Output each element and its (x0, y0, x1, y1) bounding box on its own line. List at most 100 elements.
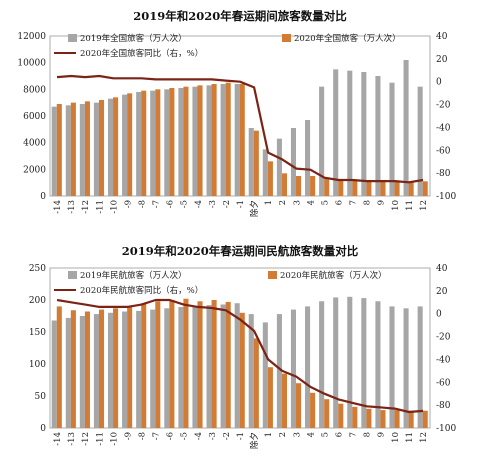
bar-2019 (150, 309, 156, 428)
legend-label-yoy: 2020年全国旅客同比（右，%） (80, 48, 203, 59)
bar-2019 (122, 94, 128, 196)
y-right-tick-label: 20 (436, 287, 448, 297)
y-left-tick-label: 150 (29, 328, 46, 338)
bar-2019 (389, 306, 395, 428)
bar-2019 (178, 307, 184, 428)
chart-panel-national: 2019年和2020年春运期间旅客数量对比 0 2000 4000 6000 8000 10… (0, 0, 480, 232)
bar-2020 (422, 181, 428, 196)
x-tick-label: -3 (208, 200, 218, 208)
bar-2020 (70, 310, 76, 428)
bar-2019 (107, 312, 114, 428)
bar-2020 (338, 403, 344, 428)
bar-2019 (290, 309, 297, 428)
bar-2020 (197, 85, 203, 196)
bar-2019 (389, 82, 395, 196)
bar-2019 (79, 316, 85, 428)
bar-2020 (310, 176, 316, 196)
y-right-tick-label: -60 (436, 378, 451, 388)
x-tick-label: 12 (419, 432, 429, 443)
x-tick-label: -10 (109, 200, 119, 214)
y-right-tick-label: 20 (436, 55, 448, 65)
yoy-line (56, 298, 424, 414)
y-left-tick-label: 0 (40, 424, 46, 434)
bar-2020 (127, 93, 133, 196)
bar-2019 (178, 88, 184, 196)
bar-2019 (136, 310, 142, 428)
x-tick-label: 2 (278, 432, 288, 437)
bar-2020 (394, 181, 400, 196)
bar-2020 (155, 301, 161, 428)
y-left-tick-label: 2000 (23, 165, 46, 175)
yoy-line (56, 74, 424, 184)
x-tick-label: -9 (123, 200, 133, 208)
bar-2019 (51, 106, 57, 196)
x-tick-label: 1 (264, 200, 274, 205)
chart-panel-aviation: 2019年和2020年春运期间民航旅客数量对比 0 50 100 150 200 250 -1… (0, 240, 480, 470)
bar-2019 (262, 149, 268, 196)
bar-2020 (239, 312, 245, 428)
bar-2019 (403, 60, 409, 196)
x-tick-label: -6 (166, 432, 176, 440)
bar-2020 (56, 306, 62, 428)
bar-2020 (141, 90, 147, 196)
x-tick-label: -12 (81, 200, 91, 214)
bar-2020 (296, 383, 302, 428)
bar-2020 (211, 300, 217, 428)
legend-swatch-2020 (268, 271, 277, 279)
x-tick-label: 1 (264, 432, 274, 437)
bar-2019 (417, 306, 423, 428)
bar-2019 (150, 90, 156, 196)
bar-2019 (234, 303, 240, 428)
bar-2019 (403, 308, 409, 428)
bar-2019 (305, 306, 311, 428)
x-tick-label: 12 (419, 200, 429, 211)
x-tick-label: 11 (405, 432, 415, 443)
bar-2019 (93, 314, 99, 428)
bar-2020 (197, 301, 203, 428)
bar-2019 (319, 86, 325, 196)
bar-2020 (113, 308, 119, 428)
x-tick-label: 11 (405, 200, 415, 211)
bar-2019 (333, 297, 339, 428)
bar-2020 (84, 101, 90, 196)
bar-2020 (352, 180, 358, 196)
x-tick-label: 除夕 (249, 432, 260, 449)
y-left-tick-label: 250 (29, 264, 46, 274)
bar-2020 (127, 306, 133, 428)
bar-2020 (324, 399, 330, 428)
bar-2019 (347, 70, 353, 196)
x-tick-label: 8 (363, 432, 373, 437)
bar-2019 (192, 306, 198, 428)
x-tick-label: -9 (123, 432, 133, 440)
y-right-tick-label: -80 (436, 401, 451, 411)
bar-2020 (408, 410, 414, 428)
bar-2019 (347, 296, 353, 428)
bar-2019 (65, 105, 71, 196)
bar-2020 (169, 88, 175, 196)
bar-2019 (361, 72, 367, 196)
y-right-tick-label: -40 (436, 355, 451, 365)
bar-2020 (422, 410, 428, 428)
y-right-tick-label: -100 (436, 424, 456, 434)
bar-2019 (248, 314, 254, 428)
bar-2019 (319, 301, 325, 428)
y-left-tick-label: 10000 (17, 59, 46, 69)
x-tick-label: -1 (236, 432, 246, 440)
bar-2020 (183, 86, 189, 196)
chart-national-travelers: 2019年和2020年春运期间旅客数量对比0200040006000800010… (17, 9, 456, 217)
y-left-tick-label: 12000 (17, 32, 46, 42)
bar-2019 (79, 104, 85, 196)
y-right-tick-label: -40 (436, 123, 451, 133)
bar-2019 (375, 76, 381, 196)
bar-2020 (324, 178, 330, 196)
x-tick-label: 5 (320, 200, 330, 205)
x-tick-label: 7 (349, 432, 359, 437)
bar-2020 (253, 130, 259, 196)
chart-title: 2019年和2020年春运期间民航旅客数量对比 (122, 244, 359, 258)
bar-2019 (51, 320, 57, 428)
legend-swatch-2019 (68, 34, 77, 42)
bar-2019 (305, 120, 311, 196)
x-tick-label: -8 (137, 432, 147, 440)
x-tick-label: 9 (377, 200, 387, 205)
x-tick-label: -10 (109, 432, 119, 446)
